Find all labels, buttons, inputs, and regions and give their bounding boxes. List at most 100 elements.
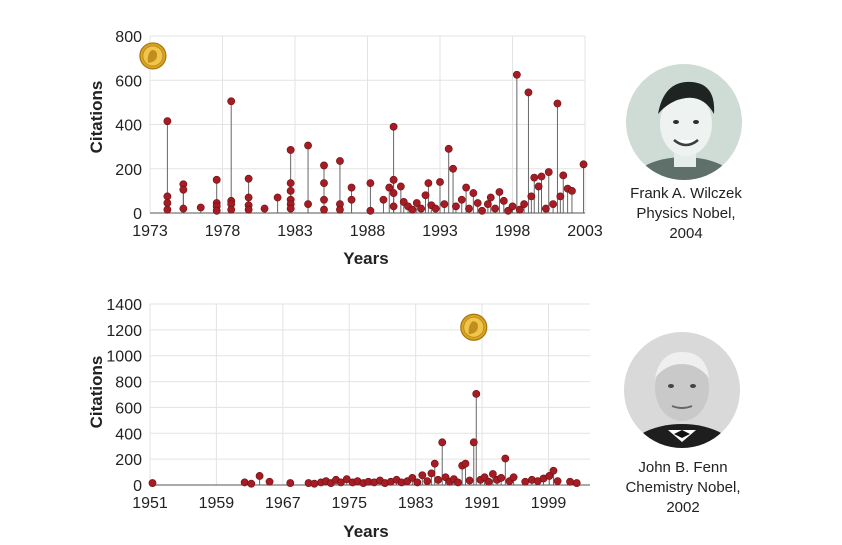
laureate-year: 2002: [666, 499, 700, 516]
y-tick-label: 600: [115, 400, 142, 417]
data-point: [579, 160, 588, 169]
data-point: [179, 204, 188, 213]
wilczek-citation-chart: 0 200 400 600 800 1973 1978 1983 1988 1993 1998 200…: [87, 29, 603, 268]
data-point: [457, 195, 466, 204]
data-point: [163, 192, 172, 201]
x-tick-label: 1983: [277, 223, 313, 240]
data-point: [549, 200, 557, 209]
data-point: [483, 200, 492, 209]
data-point: [509, 473, 518, 482]
data-point: [413, 478, 422, 487]
fenn-portrait: [624, 332, 740, 448]
laureate-field: Physics Nobel,: [636, 205, 736, 222]
data-point: [431, 204, 440, 213]
data-point: [347, 183, 356, 192]
data-point: [310, 479, 319, 488]
data-point: [286, 179, 295, 188]
data-point: [304, 141, 312, 150]
data-point: [572, 479, 581, 487]
y-tick-label: 1000: [106, 349, 142, 366]
data-point: [530, 173, 539, 182]
data-point: [347, 195, 356, 204]
data-point: [537, 172, 546, 181]
data-point: [469, 189, 478, 197]
data-point: [255, 472, 264, 480]
x-tick-label: 1959: [199, 495, 235, 512]
y-tick-label: 400: [115, 118, 142, 135]
data-point: [512, 70, 521, 79]
data-point: [286, 479, 295, 487]
data-point: [545, 472, 554, 480]
data-point: [508, 202, 517, 211]
fenn-citation-chart: 0 200 400 600 800 1000 1200 1400 1951 1959 1967 197…: [87, 297, 590, 541]
data-point: [521, 477, 530, 486]
laureate-name: John B. Fenn: [638, 459, 728, 476]
data-point: [484, 477, 493, 486]
y-tick-label: 200: [115, 452, 142, 469]
data-point: [320, 179, 328, 188]
fenn-caption: John B. Fenn Chemistry Nobel, 2002: [603, 458, 763, 518]
x-axis-label: Years: [343, 522, 388, 541]
y-tick-label: 400: [115, 426, 142, 443]
nobel-medal-icon: [460, 313, 488, 341]
data-point: [454, 478, 462, 487]
data-point: [389, 189, 398, 197]
x-tick-label: 1988: [350, 223, 386, 240]
data-point: [488, 470, 497, 478]
data-point: [196, 203, 205, 212]
x-tick-label: 1978: [205, 223, 241, 240]
data-point: [556, 192, 565, 201]
data-point: [408, 473, 417, 482]
data-point: [337, 478, 345, 487]
data-point: [553, 99, 562, 108]
data-point: [336, 157, 344, 165]
data-point: [520, 200, 528, 209]
data-point: [566, 477, 574, 486]
laureate-name: Frank A. Wilczek: [630, 185, 742, 202]
data-point: [497, 473, 506, 482]
data-point: [440, 200, 449, 209]
data-point: [286, 186, 295, 195]
data-point: [163, 205, 172, 214]
data-point: [515, 205, 524, 214]
data-point: [549, 466, 558, 475]
data-point: [452, 202, 460, 211]
data-point: [336, 205, 344, 214]
y-tick-label: 600: [115, 73, 142, 90]
data-point: [408, 205, 417, 214]
data-point: [501, 454, 510, 463]
data-point: [524, 88, 533, 97]
data-point: [478, 206, 486, 215]
data-point: [179, 185, 188, 194]
data-point: [544, 168, 553, 176]
data-point: [163, 199, 172, 207]
data-point: [553, 477, 562, 486]
data-point: [389, 175, 398, 184]
x-tick-label: 1998: [495, 223, 531, 240]
x-axis-label: Years: [343, 249, 388, 268]
data-point: [286, 146, 295, 154]
laureate-year: 2004: [669, 225, 703, 242]
data-point: [568, 186, 576, 195]
data-point: [342, 475, 351, 484]
data-point: [385, 183, 394, 192]
data-point: [534, 182, 543, 191]
data-point: [244, 205, 253, 214]
nobel-medal-icon: [139, 42, 167, 70]
y-tick-label: 0: [133, 478, 142, 495]
data-point: [472, 389, 481, 398]
data-point: [240, 478, 249, 487]
data-point: [418, 471, 427, 480]
data-point: [212, 206, 221, 215]
data-point: [438, 438, 447, 447]
data-point: [499, 196, 508, 205]
x-tick-label: 1993: [422, 223, 458, 240]
data-point: [244, 174, 253, 183]
data-point: [465, 204, 473, 213]
gridlines: [149, 303, 590, 486]
data-point: [396, 182, 405, 191]
data-point: [304, 200, 312, 209]
data-point: [486, 193, 495, 202]
data-point: [541, 204, 550, 213]
